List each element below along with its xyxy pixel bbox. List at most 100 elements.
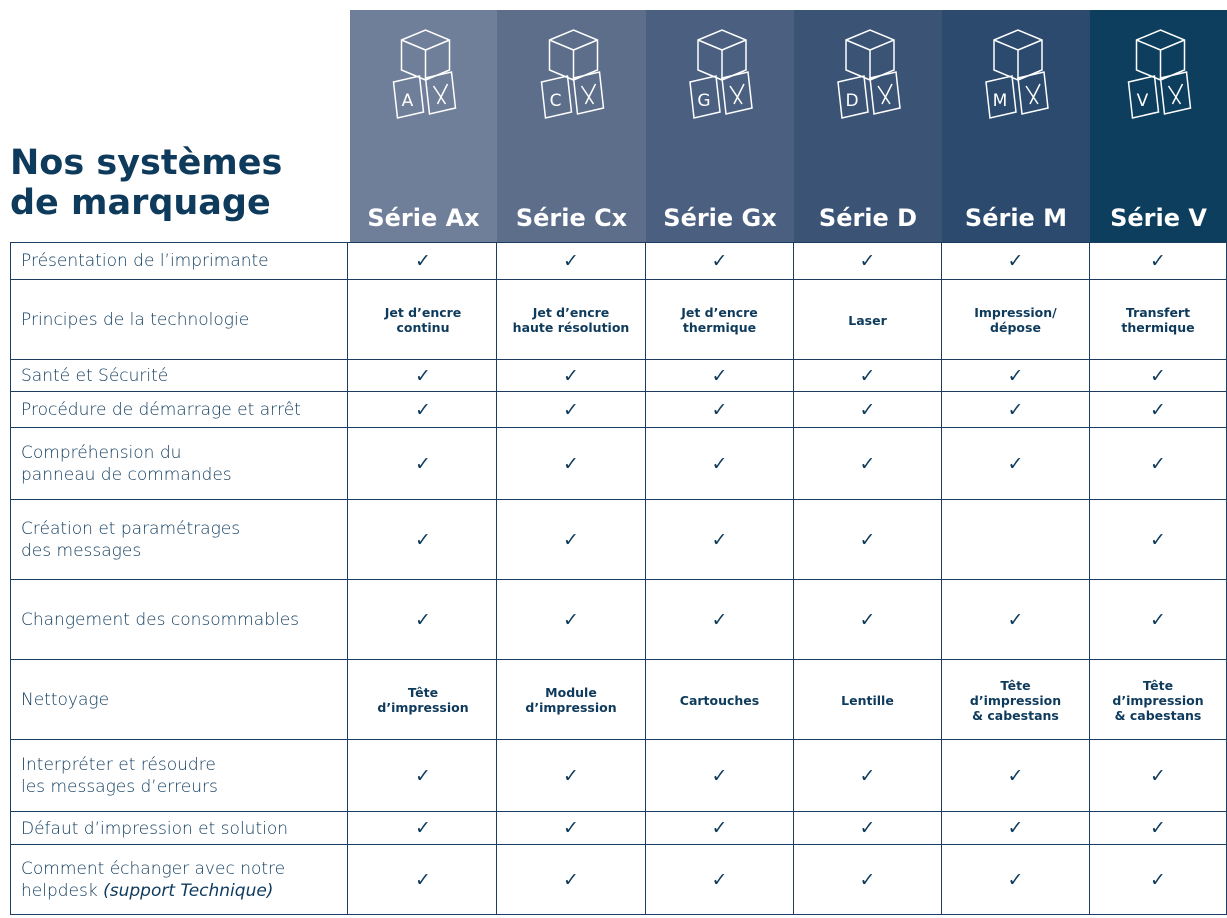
icon: A — [392, 29, 457, 119]
cell: ✓ — [1090, 580, 1227, 660]
row-label-text: Procédure de démarrage et arrêt — [21, 400, 301, 420]
check-mark: ✓ — [1150, 764, 1166, 787]
cell: ✓ — [1090, 242, 1227, 280]
row-label: Nettoyage — [10, 660, 348, 740]
cell-text: Jet d’encre thermique — [681, 305, 758, 335]
row-label: Santé et Sécurité — [10, 360, 348, 392]
column-header: A Série Ax — [350, 10, 497, 242]
cell: ✓ — [497, 392, 646, 428]
check-mark: ✓ — [415, 364, 431, 387]
cell: Cartouches — [646, 660, 794, 740]
cell: ✓ — [646, 242, 794, 280]
cell: Module d’impression — [497, 660, 646, 740]
row-label-text: Interpréter et résoudre les messages d’e… — [21, 755, 218, 797]
check-mark: ✓ — [711, 868, 728, 891]
row-label-text: Nettoyage — [21, 690, 110, 710]
cell: ✓ — [942, 812, 1090, 845]
row-label-text: Principes de la technologie — [21, 310, 250, 330]
check-mark: ✓ — [859, 764, 876, 787]
check-mark: ✓ — [859, 817, 876, 839]
column-header: V Série V — [1090, 10, 1227, 242]
check-mark: ✓ — [859, 528, 876, 551]
column-name: Série D — [818, 204, 918, 232]
check-mark: ✓ — [711, 528, 728, 551]
cell: ✓ — [497, 242, 646, 280]
check-mark: ✓ — [711, 398, 728, 421]
check-mark: ✓ — [1150, 528, 1166, 551]
cell: Jet d’encre thermique — [646, 280, 794, 360]
column-header: M Série M — [942, 10, 1090, 242]
cell: ✓ — [497, 845, 646, 915]
check-mark: ✓ — [859, 249, 876, 272]
cell: ✓ — [1090, 500, 1227, 580]
cell: Jet d’encre continu — [350, 280, 497, 360]
row-label: Interpréter et résoudre les messages d’e… — [10, 740, 348, 812]
check-mark: ✓ — [1150, 817, 1166, 839]
row-line — [10, 360, 1227, 392]
check-mark: ✓ — [563, 452, 579, 475]
row-label-text: Compréhension du panneau de commandes — [21, 443, 232, 485]
check-mark: ✓ — [1150, 452, 1166, 475]
cell: ✓ — [497, 428, 646, 500]
cell: Impression/ dépose — [942, 280, 1090, 360]
cell: ✓ — [942, 428, 1090, 500]
cell: ✓ — [794, 242, 942, 280]
icon-letter: G — [697, 91, 710, 111]
check-mark: ✓ — [711, 764, 728, 787]
column-header: C Série Cx — [497, 10, 646, 242]
row-label-text: Changement des consommables — [21, 610, 300, 630]
row-label: Changement des consommables — [10, 580, 348, 660]
check-mark: ✓ — [415, 817, 431, 839]
check-mark: ✓ — [415, 398, 431, 421]
check-mark: ✓ — [563, 764, 579, 787]
row-label-text: Présentation de l’imprimante — [21, 251, 269, 271]
cell-text: Jet d’encre continu — [384, 305, 462, 335]
check-mark: ✓ — [1007, 608, 1024, 631]
row-label-note: (support Technique) — [103, 881, 274, 901]
cell: ✓ — [646, 580, 794, 660]
cell: ✓ — [794, 812, 942, 845]
column-name: Série Gx — [663, 204, 777, 232]
cell: ✓ — [497, 360, 646, 392]
cell: ✓ — [350, 580, 497, 660]
icon: M — [985, 29, 1049, 119]
icon: G — [689, 29, 753, 119]
cell: ✓ — [646, 392, 794, 428]
column-header: D Série D — [794, 10, 942, 242]
column-name: Série Cx — [515, 204, 628, 232]
check-mark: ✓ — [1007, 868, 1024, 891]
cell: ✓ — [497, 740, 646, 812]
check-mark: ✓ — [859, 452, 876, 475]
row-line — [10, 740, 1227, 812]
cell: ✓ — [1090, 392, 1227, 428]
cell-text: Tête d’impression & cabestans — [969, 677, 1062, 723]
cell: ✓ — [942, 242, 1090, 280]
column-name: Série Ax — [367, 204, 480, 232]
cell: ✓ — [646, 360, 794, 392]
title: Nos systèmes de marquage — [10, 143, 283, 223]
cell — [942, 500, 1090, 580]
row-line — [10, 845, 1227, 915]
cell: ✓ — [350, 845, 497, 915]
check-mark: ✓ — [859, 398, 876, 421]
check-mark: ✓ — [711, 817, 728, 839]
cell: ✓ — [646, 845, 794, 915]
cell: ✓ — [646, 500, 794, 580]
row-line — [10, 660, 1227, 740]
check-mark: ✓ — [563, 249, 579, 272]
column-name: Série V — [1110, 204, 1207, 232]
cell: ✓ — [350, 500, 497, 580]
cell: ✓ — [1090, 812, 1227, 845]
icon: D — [837, 29, 901, 119]
cell: ✓ — [942, 740, 1090, 812]
icon: V — [1127, 29, 1192, 119]
cell: ✓ — [942, 392, 1090, 428]
check-mark: ✓ — [1150, 868, 1166, 891]
cell: ✓ — [794, 360, 942, 392]
check-mark: ✓ — [415, 452, 431, 475]
cell: ✓ — [646, 812, 794, 845]
row-label-text: Santé et Sécurité — [21, 366, 169, 386]
row-line — [10, 428, 1227, 500]
cell: ✓ — [350, 428, 497, 500]
